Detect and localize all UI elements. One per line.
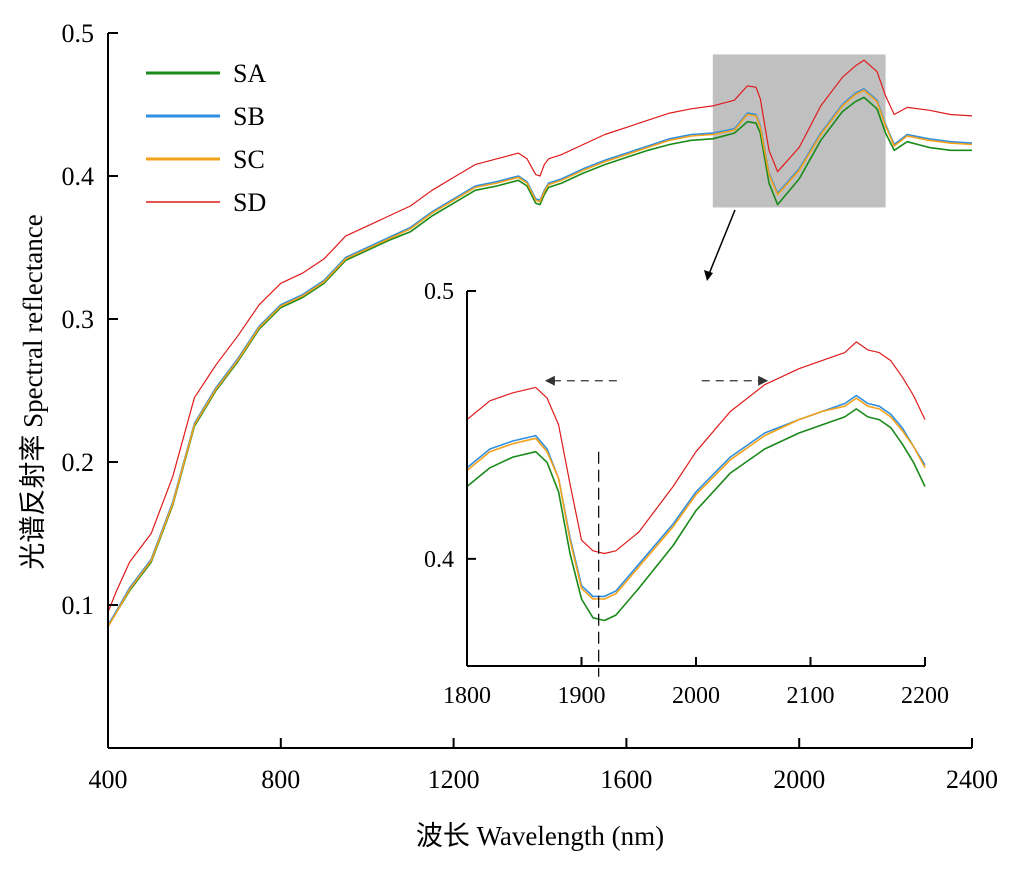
y-tick-label: 0.2 bbox=[62, 448, 95, 477]
series-line-sa bbox=[107, 96, 972, 627]
x-tick-label: 800 bbox=[261, 765, 300, 794]
inset-series-line-sa bbox=[466, 408, 926, 622]
series-line-sc bbox=[107, 89, 973, 627]
y-tick-label: 0.5 bbox=[62, 19, 95, 48]
inset-series-lines bbox=[466, 341, 926, 622]
legend-label-sb: SB bbox=[233, 102, 265, 131]
inset-x-tick-label: 2200 bbox=[901, 683, 949, 709]
x-tick-label: 1200 bbox=[428, 765, 480, 794]
inset-series-line-sb bbox=[466, 394, 926, 598]
inset-y-tick-label: 0.5 bbox=[424, 279, 454, 305]
inset-annotations bbox=[544, 375, 769, 677]
main-series-lines bbox=[107, 59, 973, 627]
x-tick-label: 400 bbox=[89, 765, 128, 794]
x-tick-label: 2400 bbox=[946, 765, 998, 794]
legend-label-sd: SD bbox=[233, 188, 266, 217]
x-tick-label: 2000 bbox=[773, 765, 825, 794]
inset-x-tick-label: 1800 bbox=[443, 683, 491, 709]
inset-x-tick-label: 1900 bbox=[558, 683, 606, 709]
series-line-sd bbox=[107, 59, 973, 613]
inset-chart: 1800 1900 2000 2100 2200 0.4 0.5 bbox=[424, 279, 949, 709]
y-tick-label: 0.1 bbox=[62, 591, 95, 620]
highlight-region bbox=[712, 54, 886, 208]
inset-x-tick-label: 2100 bbox=[787, 683, 835, 709]
series-line-sb bbox=[107, 88, 973, 626]
inset-arrow-right-head bbox=[758, 375, 769, 386]
legend-label-sa: SA bbox=[233, 59, 266, 88]
zoom-arrow-line bbox=[708, 209, 736, 275]
legend: SA SB SC SD bbox=[146, 59, 266, 217]
inset-arrow-left-head bbox=[544, 375, 555, 386]
x-axis-title: 波长 Wavelength (nm) bbox=[416, 821, 664, 851]
y-tick-label: 0.3 bbox=[62, 305, 95, 334]
legend-label-sc: SC bbox=[233, 145, 265, 174]
inset-series-line-sd bbox=[466, 341, 926, 555]
inset-axes: 1800 1900 2000 2100 2200 0.4 0.5 bbox=[424, 279, 949, 709]
x-tick-label: 1600 bbox=[600, 765, 652, 794]
main-axes: 400 800 1200 1600 2000 2400 0.1 0.2 0.3 0.4 0.5 bbox=[62, 19, 999, 794]
inset-y-tick-label: 0.4 bbox=[424, 547, 454, 573]
y-tick-label: 0.4 bbox=[62, 162, 95, 191]
inset-x-tick-label: 2000 bbox=[672, 683, 720, 709]
inset-series-line-sc bbox=[466, 397, 926, 600]
zoom-arrow-head bbox=[704, 270, 713, 281]
y-axis-title: 光谱反射率 Spectral reflectance bbox=[18, 214, 48, 569]
